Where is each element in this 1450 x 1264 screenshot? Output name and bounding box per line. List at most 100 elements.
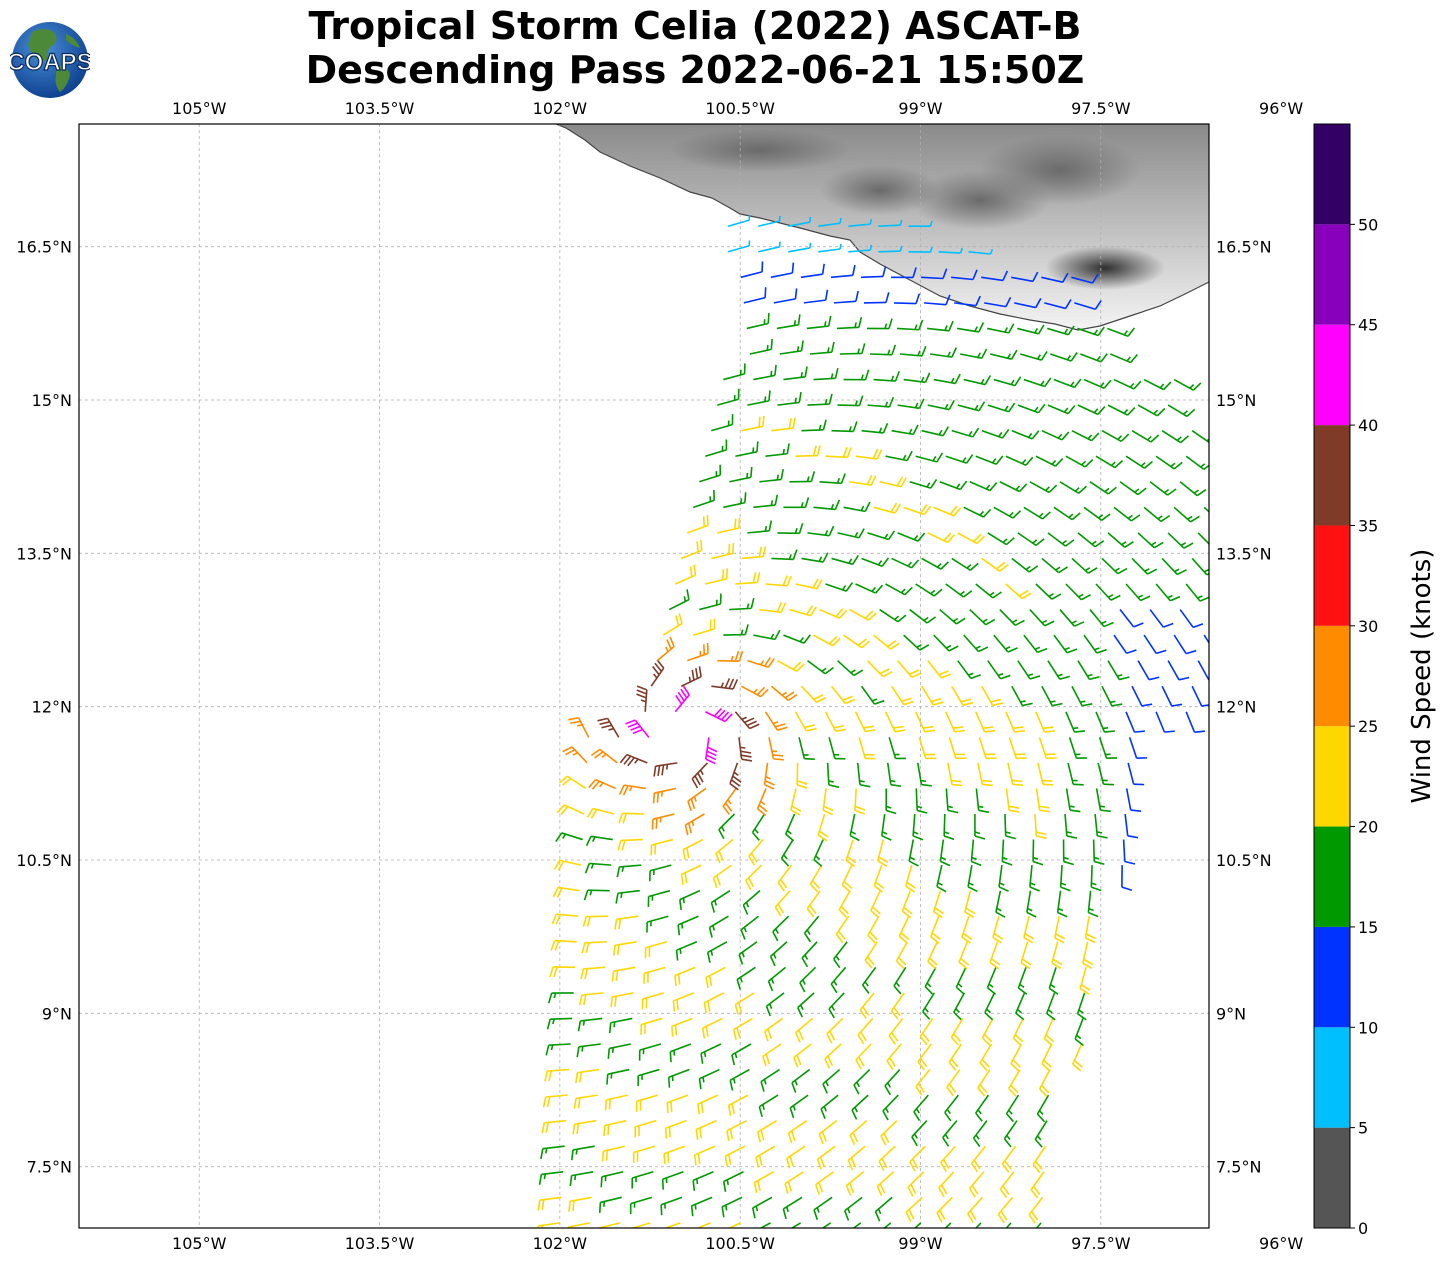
wind-barb	[682, 838, 704, 861]
colorbar-bin-7	[1314, 425, 1350, 526]
wind-barb	[1077, 404, 1106, 416]
wind-barb	[857, 1017, 874, 1045]
wind-barb	[701, 1017, 723, 1039]
wind-barb	[822, 1068, 841, 1094]
wind-barb	[693, 489, 715, 509]
wind-barb	[932, 890, 944, 919]
wind-barb	[993, 634, 1018, 653]
wind-barb	[899, 345, 927, 357]
wind-barb	[582, 915, 609, 927]
wind-barb	[575, 1068, 600, 1084]
wind-barb	[924, 966, 937, 995]
wind-barb	[800, 685, 827, 703]
wind-barb	[915, 1069, 931, 1096]
wind-barb	[967, 864, 978, 893]
wind-barb	[756, 788, 768, 816]
wind-barb	[807, 660, 835, 675]
wind-barb	[801, 552, 829, 563]
lon-tick-bottom-0: 105°W	[172, 1234, 227, 1253]
wind-barb	[790, 1222, 801, 1228]
wind-barb	[847, 1145, 866, 1171]
wind-barb	[545, 1043, 571, 1056]
lat-tick-left-3: 12°N	[32, 698, 72, 717]
wind-barb	[987, 323, 1015, 334]
wind-barb	[1094, 813, 1108, 839]
wind-barb	[921, 685, 944, 706]
wind-barb	[843, 369, 870, 381]
wind-barb	[788, 242, 812, 253]
wind-barb	[1143, 378, 1172, 391]
axis-ticks: 105°W 105°W 103.5°W 103.5°W 102°W 102°W 100.5°…	[16, 99, 1303, 1253]
wind-barb	[666, 1094, 689, 1114]
wind-barb	[898, 915, 910, 944]
wind-barb	[1071, 685, 1093, 707]
wind-barb	[783, 497, 810, 509]
wind-barb	[914, 711, 936, 733]
wind-barb	[650, 838, 674, 856]
wind-barb	[957, 322, 985, 333]
wind-barb	[939, 608, 966, 625]
wind-barb	[723, 624, 749, 636]
wind-barb	[1017, 532, 1045, 547]
wind-barb	[753, 364, 777, 381]
wind-barb	[1001, 839, 1013, 866]
wind-barb	[884, 711, 906, 733]
wind-barb	[1246, 584, 1269, 602]
wind-barb	[816, 1145, 836, 1170]
wind-barb	[669, 1043, 692, 1063]
wind-barb	[762, 1043, 782, 1067]
wind-barb	[999, 1171, 1015, 1199]
wind-barb	[911, 1120, 928, 1147]
lat-tick-left-2: 13.5°N	[16, 544, 72, 563]
wind-barb	[598, 1196, 622, 1213]
wind-barb	[1015, 992, 1026, 1021]
wind-barb	[798, 737, 815, 761]
wind-barb	[625, 719, 650, 738]
wind-barb	[1149, 481, 1177, 496]
wind-barb	[820, 1094, 839, 1119]
wind-barb	[549, 966, 576, 978]
wind-barb	[584, 862, 612, 874]
wind-barb	[1030, 1171, 1045, 1199]
wind-barb	[606, 1068, 630, 1085]
wind-barb	[1143, 506, 1171, 523]
wind-barb	[1053, 634, 1078, 654]
wind-barb	[690, 1196, 713, 1217]
wind-barb	[585, 835, 613, 847]
wind-barb	[603, 1119, 627, 1136]
wind-barb	[751, 1196, 773, 1219]
wind-barb	[837, 660, 864, 677]
wind-barb	[957, 660, 981, 680]
wind-barb	[945, 454, 974, 464]
wind-barb	[577, 1017, 603, 1032]
wind-barb	[740, 915, 759, 940]
wind-barb	[903, 504, 932, 516]
wind-barb	[667, 1068, 690, 1088]
wind-barb	[878, 219, 903, 228]
wind-barb	[630, 1222, 651, 1228]
colorbar-tick-4: 20	[1358, 818, 1378, 837]
wind-barb	[908, 220, 933, 228]
wind-barb	[981, 429, 1010, 439]
wind-barb	[987, 532, 1015, 546]
wind-barb	[612, 940, 637, 956]
wind-barb	[1034, 813, 1047, 840]
wind-barb	[693, 618, 716, 636]
wind-barb	[1010, 1043, 1023, 1072]
wind-barb	[604, 1094, 628, 1111]
wind-barb	[837, 395, 864, 407]
colorbar-tick-8: 40	[1358, 416, 1378, 435]
wind-barb	[799, 966, 817, 993]
wind-barb	[568, 1196, 592, 1212]
colorbar-bin-6	[1314, 525, 1350, 626]
wind-barb	[1034, 1120, 1048, 1148]
wind-barb	[1023, 506, 1051, 520]
wind-barb	[687, 787, 707, 812]
wind-barb	[953, 992, 966, 1021]
wind-barb	[851, 1094, 869, 1120]
wind-barb	[927, 320, 954, 332]
wind-barb	[950, 1018, 964, 1046]
wind-barb	[845, 839, 857, 868]
wind-barb	[674, 685, 690, 713]
